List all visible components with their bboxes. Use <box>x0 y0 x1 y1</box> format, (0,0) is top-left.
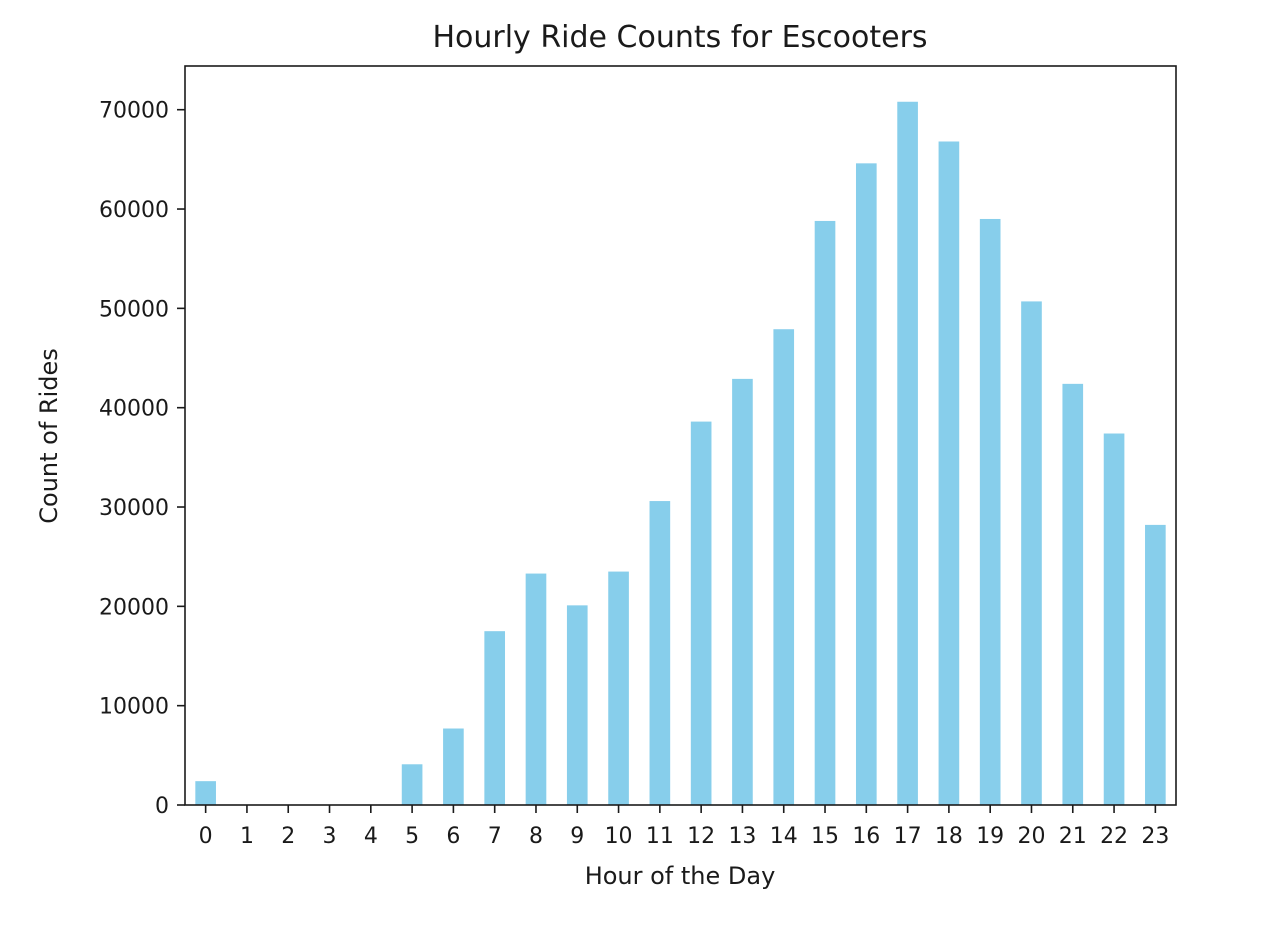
x-tick-label: 13 <box>728 824 756 849</box>
x-tick-label: 14 <box>770 824 798 849</box>
plot-frame <box>184 65 1177 806</box>
x-tick-label: 19 <box>976 824 1004 849</box>
x-tick-label: 18 <box>935 824 963 849</box>
bar-hour-20 <box>1021 301 1042 805</box>
bar-hour-12 <box>690 421 712 805</box>
bar-hour-22 <box>1103 433 1125 805</box>
y-tick-label: 0 <box>155 794 169 819</box>
bar-hour-14 <box>773 329 795 805</box>
y-tick-label: 10000 <box>99 695 169 720</box>
x-tick-label: 4 <box>364 824 378 849</box>
x-tick-label: 22 <box>1100 824 1128 849</box>
bar-hour-13 <box>732 378 753 805</box>
y-tick-label: 50000 <box>99 297 169 322</box>
x-tick-label: 17 <box>894 824 922 849</box>
bar-hour-10 <box>608 571 629 805</box>
bar-hour-19 <box>979 218 1001 805</box>
y-axis-ticks: 0 10000 20000 30000 40000 50000 60000 70000 <box>99 99 185 819</box>
bar-hour-11 <box>649 501 671 805</box>
bar-group <box>195 101 1166 806</box>
x-tick-label: 10 <box>605 824 633 849</box>
x-tick-label: 0 <box>199 824 213 849</box>
x-tick-label: 11 <box>646 824 674 849</box>
y-tick-label: 20000 <box>99 595 169 620</box>
x-tick-label: 12 <box>687 824 715 849</box>
bar-hour-0 <box>195 781 216 805</box>
bar-hour-15 <box>814 220 836 806</box>
x-tick-label: 2 <box>281 824 295 849</box>
x-tick-label: 1 <box>240 824 254 849</box>
x-tick-label: 5 <box>405 824 419 849</box>
x-tick-label: 6 <box>446 824 460 849</box>
x-tick-label: 3 <box>323 824 337 849</box>
x-axis-title: Hour of the Day <box>585 862 776 890</box>
y-tick-label: 60000 <box>99 198 169 223</box>
bar-hour-23 <box>1145 524 1166 805</box>
x-axis-ticks: 0 1 2 3 4 5 6 7 8 9 10 11 12 13 14 15 16 17 18 19 20 21 22 23 <box>199 805 1169 849</box>
bar-hour-18 <box>938 141 960 805</box>
x-tick-label: 9 <box>570 824 584 849</box>
x-tick-label: 20 <box>1017 824 1045 849</box>
x-tick-label: 21 <box>1059 824 1087 849</box>
x-tick-label: 16 <box>852 824 880 849</box>
x-tick-label: 23 <box>1141 824 1169 849</box>
bar-hour-9 <box>566 605 588 805</box>
chart-title: Hourly Ride Counts for Escooters <box>432 20 927 55</box>
bar-hour-5 <box>401 764 423 805</box>
y-tick-label: 40000 <box>99 397 169 422</box>
bar-hour-16 <box>855 163 877 805</box>
y-axis-title: Count of Rides <box>35 348 63 524</box>
x-tick-label: 15 <box>811 824 839 849</box>
y-tick-label: 30000 <box>99 496 169 521</box>
bar-hour-17 <box>897 101 918 806</box>
bar-hour-8 <box>525 573 547 805</box>
bar-hour-21 <box>1062 383 1084 805</box>
bar-hour-6 <box>443 728 464 805</box>
y-tick-label: 70000 <box>99 99 169 124</box>
bar-hour-7 <box>484 631 506 805</box>
x-tick-label: 7 <box>488 824 502 849</box>
x-tick-label: 8 <box>529 824 543 849</box>
